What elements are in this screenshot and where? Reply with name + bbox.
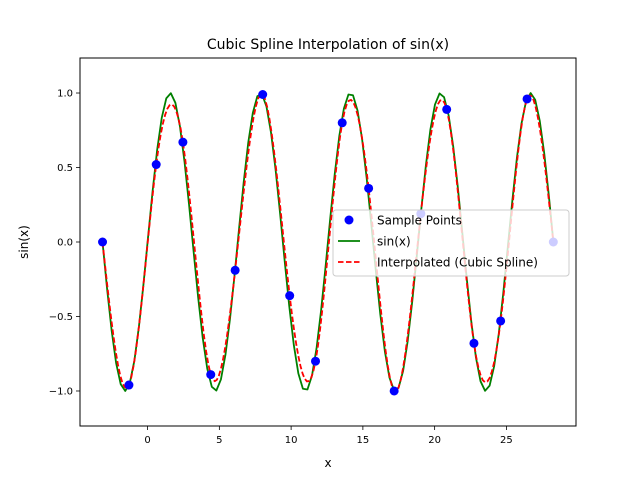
sample-point (522, 94, 532, 104)
sample-point (389, 386, 399, 396)
x-tick-label: 25 (500, 435, 513, 446)
sample-point (364, 183, 374, 193)
legend: Sample Points sin(x) Interpolated (Cubic… (332, 209, 570, 277)
sample-point (98, 237, 108, 247)
y-tick-label: 1.0 (57, 89, 73, 100)
y-tick-label: 0.5 (57, 163, 73, 174)
series-line-spline (101, 93, 555, 393)
x-tick-label: 5 (216, 435, 222, 446)
legend-label-sin: sin(x) (377, 235, 411, 249)
x-tick-label: 20 (428, 435, 441, 446)
plot-area (98, 90, 558, 396)
y-axis-label: sin(x) (17, 225, 31, 259)
y-tick-label: 0.0 (57, 238, 73, 249)
axis-ticks: 0 5 10 15 20 25 −1.0 −0.5 0.0 0.5 1.0 (49, 89, 513, 446)
x-axis-label: x (324, 456, 331, 470)
x-tick-label: 0 (144, 435, 150, 446)
sample-point (258, 90, 268, 99)
sample-point (230, 265, 240, 275)
legend-marker-sample-points (344, 215, 354, 225)
y-tick-label: −0.5 (49, 312, 73, 323)
sample-point (285, 291, 295, 301)
sample-point (178, 137, 188, 147)
legend-frame (332, 209, 570, 277)
chart-title: Cubic Spline Interpolation of sin(x) (207, 37, 449, 53)
sample-point (442, 104, 452, 114)
sample-point (124, 380, 134, 390)
legend-label-sample-points: Sample Points (377, 214, 462, 228)
sample-point (151, 160, 161, 170)
sample-point (311, 356, 321, 366)
x-tick-label: 15 (357, 435, 370, 446)
sample-point (337, 118, 347, 128)
y-tick-label: −1.0 (49, 386, 73, 397)
sample-point (206, 370, 216, 380)
x-tick-label: 10 (285, 435, 298, 446)
legend-label-spline: Interpolated (Cubic Spline) (377, 256, 538, 270)
sample-point (496, 316, 506, 326)
sample-point (469, 338, 479, 348)
